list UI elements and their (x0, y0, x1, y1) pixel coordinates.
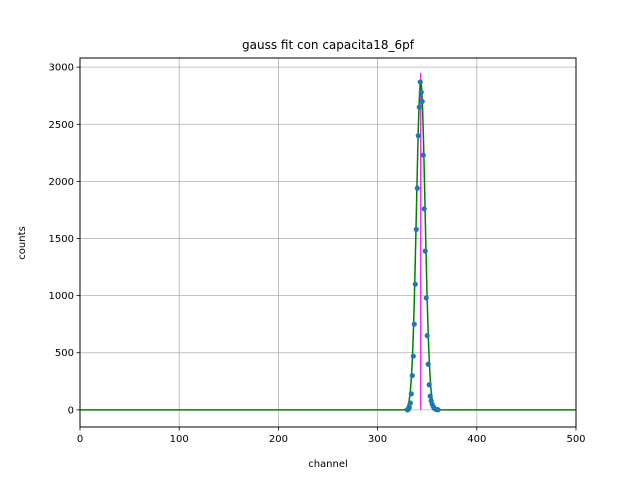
data-point (406, 404, 412, 411)
y-tick-label: 0 (68, 405, 74, 416)
data-point (415, 133, 421, 139)
plot-area (80, 72, 576, 413)
data-point (421, 206, 427, 212)
data-point (423, 295, 429, 301)
data-point (410, 353, 416, 359)
data-point (419, 98, 425, 105)
data-point (422, 248, 428, 254)
data-point (435, 407, 441, 413)
data-point (409, 372, 415, 379)
y-tick-label: 2000 (49, 177, 74, 188)
data-point (427, 393, 433, 399)
x-tick-label: 100 (170, 434, 189, 445)
data-point (416, 104, 422, 110)
data-point (412, 281, 418, 287)
data-point (408, 391, 414, 397)
fit-line (80, 80, 576, 411)
y-axis-ticks: 0 500 1000 1500 2000 2500 3000 (49, 63, 80, 416)
x-axis-ticks: 0 100 200 300 400 500 (77, 427, 586, 445)
data-point (413, 226, 419, 232)
x-tick-label: 400 (467, 434, 486, 445)
axes-frame (79, 57, 577, 428)
data-point (411, 321, 417, 327)
data-point (417, 79, 423, 85)
y-tick-label: 3000 (49, 63, 74, 74)
data-point (424, 333, 430, 339)
x-tick-label: 500 (566, 434, 585, 445)
x-tick-label: 0 (77, 434, 83, 445)
y-tick-label: 1500 (49, 234, 74, 245)
x-axis-label: channel (308, 459, 348, 470)
data-point (407, 400, 413, 406)
data-point (425, 361, 431, 367)
data-point (420, 152, 426, 158)
data-point (418, 89, 424, 95)
y-tick-label: 1000 (49, 291, 74, 302)
chart-title: gauss fit con capacita18_6pf (242, 38, 415, 52)
x-tick-label: 200 (269, 434, 288, 445)
y-axis-label: counts (17, 226, 28, 259)
data-point (414, 185, 420, 191)
x-tick-label: 300 (368, 434, 387, 445)
y-tick-label: 2500 (49, 120, 74, 131)
data-point (426, 382, 432, 388)
y-tick-label: 500 (55, 348, 74, 359)
